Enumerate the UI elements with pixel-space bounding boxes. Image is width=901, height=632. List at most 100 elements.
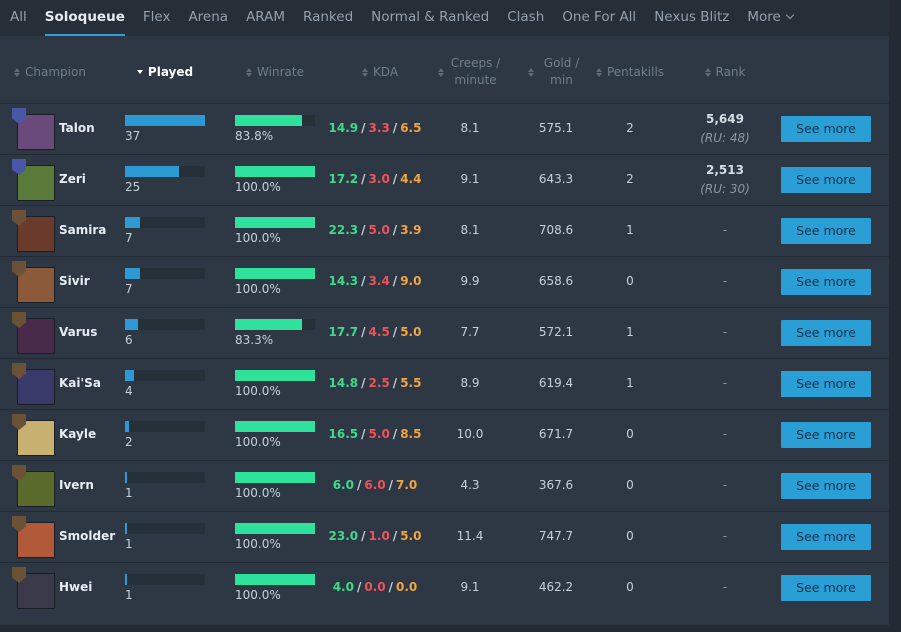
sort-up bbox=[246, 67, 253, 72]
deaths: 5.0 bbox=[368, 223, 390, 237]
champion-name: Kayle bbox=[59, 427, 97, 441]
sort-icon bbox=[14, 67, 21, 78]
rank: - bbox=[722, 274, 728, 288]
sort-down bbox=[246, 72, 253, 77]
kills: 22.3 bbox=[328, 223, 359, 237]
winrate-bar-track bbox=[235, 472, 315, 483]
table-row: Kayle 2 100.0% 16.5/5.0/8.5 10.0 671.7 0- See m… bbox=[0, 409, 889, 460]
played-bar-track bbox=[125, 472, 205, 483]
tier-badge bbox=[12, 363, 26, 379]
assists: 4.4 bbox=[400, 172, 422, 186]
kills: 23.0 bbox=[328, 529, 359, 543]
separator: / bbox=[361, 376, 366, 390]
header-label: Pentakills bbox=[606, 64, 665, 79]
column-header[interactable]: Winrate bbox=[235, 52, 315, 92]
see-more-button[interactable]: See more bbox=[781, 422, 871, 448]
gold: 643.3 bbox=[538, 172, 574, 186]
rank: 5,649 bbox=[706, 112, 744, 126]
header-label: Rank bbox=[715, 64, 746, 79]
tab-label: Nexus Blitz bbox=[654, 9, 730, 25]
tab-label: Flex bbox=[142, 9, 171, 25]
tab[interactable]: All bbox=[10, 0, 27, 36]
tier-badge bbox=[12, 516, 26, 532]
see-more-button[interactable]: See more bbox=[781, 269, 871, 295]
see-more-button[interactable]: See more bbox=[781, 473, 871, 499]
kills: 14.8 bbox=[328, 376, 359, 390]
tier-badge bbox=[12, 159, 26, 175]
tab[interactable]: Soloqueue bbox=[44, 0, 125, 36]
gold: 671.7 bbox=[538, 427, 574, 441]
sort-icon bbox=[528, 67, 534, 78]
see-more-button[interactable]: See more bbox=[781, 116, 871, 142]
tab[interactable]: Flex bbox=[143, 0, 171, 36]
rank: - bbox=[722, 478, 728, 492]
tab-label: Normal & Ranked bbox=[371, 9, 490, 25]
winrate-value: 100.0% bbox=[235, 435, 281, 449]
column-header[interactable]: Played bbox=[125, 52, 205, 92]
winrate-value: 100.0% bbox=[235, 588, 281, 602]
column-header[interactable]: Pentakills bbox=[595, 52, 664, 92]
tab[interactable]: Clash bbox=[507, 0, 544, 36]
see-more-button[interactable]: See more bbox=[781, 371, 871, 397]
played-bar bbox=[125, 115, 205, 126]
table-row: Ivern 1 100.0% 6.0/6.0/7.0 4.3 367.6 0- See mor… bbox=[0, 460, 889, 511]
tab-label: Soloqueue bbox=[44, 9, 125, 25]
tier-badge bbox=[12, 261, 26, 277]
separator: / bbox=[388, 580, 394, 594]
see-more-button[interactable]: See more bbox=[781, 218, 871, 244]
see-more-button[interactable]: See more bbox=[781, 575, 871, 601]
gold: 572.1 bbox=[538, 325, 574, 339]
winrate-bar-track bbox=[235, 319, 315, 330]
played-bar bbox=[125, 421, 130, 432]
table-row: Sivir 7 100.0% 14.3/3.4/9.0 9.9 658.6 0- See mo… bbox=[0, 256, 889, 307]
separator: / bbox=[361, 274, 366, 288]
winrate-bar bbox=[235, 472, 315, 483]
chevron bbox=[785, 10, 795, 20]
deaths: 3.3 bbox=[368, 121, 390, 135]
winrate-value: 100.0% bbox=[235, 231, 281, 245]
assists: 0.0 bbox=[396, 580, 418, 594]
rank: - bbox=[722, 376, 728, 390]
panel bbox=[0, 0, 889, 625]
winrate-bar bbox=[235, 574, 315, 585]
see-more-button[interactable]: See more bbox=[781, 320, 871, 346]
played-value: 4 bbox=[125, 384, 133, 398]
winrate-bar-track bbox=[235, 115, 315, 126]
winrate-value: 83.3% bbox=[235, 333, 274, 347]
tab[interactable]: Normal & Ranked bbox=[371, 0, 489, 36]
sort-icon bbox=[136, 69, 143, 75]
tab-label: One For All bbox=[562, 9, 637, 25]
column-header[interactable]: Gold / min bbox=[528, 52, 584, 92]
tab[interactable]: One For All bbox=[562, 0, 636, 36]
deaths: 6.0 bbox=[364, 478, 386, 492]
pentakills: 0 bbox=[626, 274, 634, 288]
tab[interactable]: More bbox=[747, 0, 795, 36]
see-more-button[interactable]: See more bbox=[781, 167, 871, 193]
column-header[interactable]: KDA bbox=[340, 52, 420, 92]
played-bar-track bbox=[125, 319, 205, 330]
pentakills: 2 bbox=[626, 121, 634, 135]
creeps: 8.1 bbox=[460, 121, 480, 135]
tab[interactable]: ARAM bbox=[246, 0, 285, 36]
played-value: 2 bbox=[125, 435, 133, 449]
see-more-button[interactable]: See more bbox=[781, 524, 871, 550]
sort-up bbox=[528, 67, 534, 72]
column-header[interactable]: Champion bbox=[10, 52, 90, 92]
creeps: 4.3 bbox=[460, 478, 480, 492]
tab-label: More bbox=[747, 9, 781, 25]
winrate-bar bbox=[235, 166, 315, 177]
winrate-bar-track bbox=[235, 574, 315, 585]
tab[interactable]: Arena bbox=[188, 0, 228, 36]
assists: 5.0 bbox=[400, 325, 422, 339]
pentakills: 0 bbox=[626, 580, 634, 594]
winrate-bar-track bbox=[235, 523, 315, 534]
column-header[interactable]: Creeps / minute bbox=[438, 52, 502, 92]
tab[interactable]: Nexus Blitz bbox=[654, 0, 729, 36]
played-bar bbox=[125, 523, 128, 534]
tab[interactable]: Ranked bbox=[303, 0, 353, 36]
separator: / bbox=[392, 121, 398, 135]
column-header[interactable]: Rank bbox=[690, 52, 760, 92]
rank: - bbox=[722, 427, 728, 441]
creeps: 8.1 bbox=[460, 223, 480, 237]
winrate-value: 100.0% bbox=[235, 282, 281, 296]
